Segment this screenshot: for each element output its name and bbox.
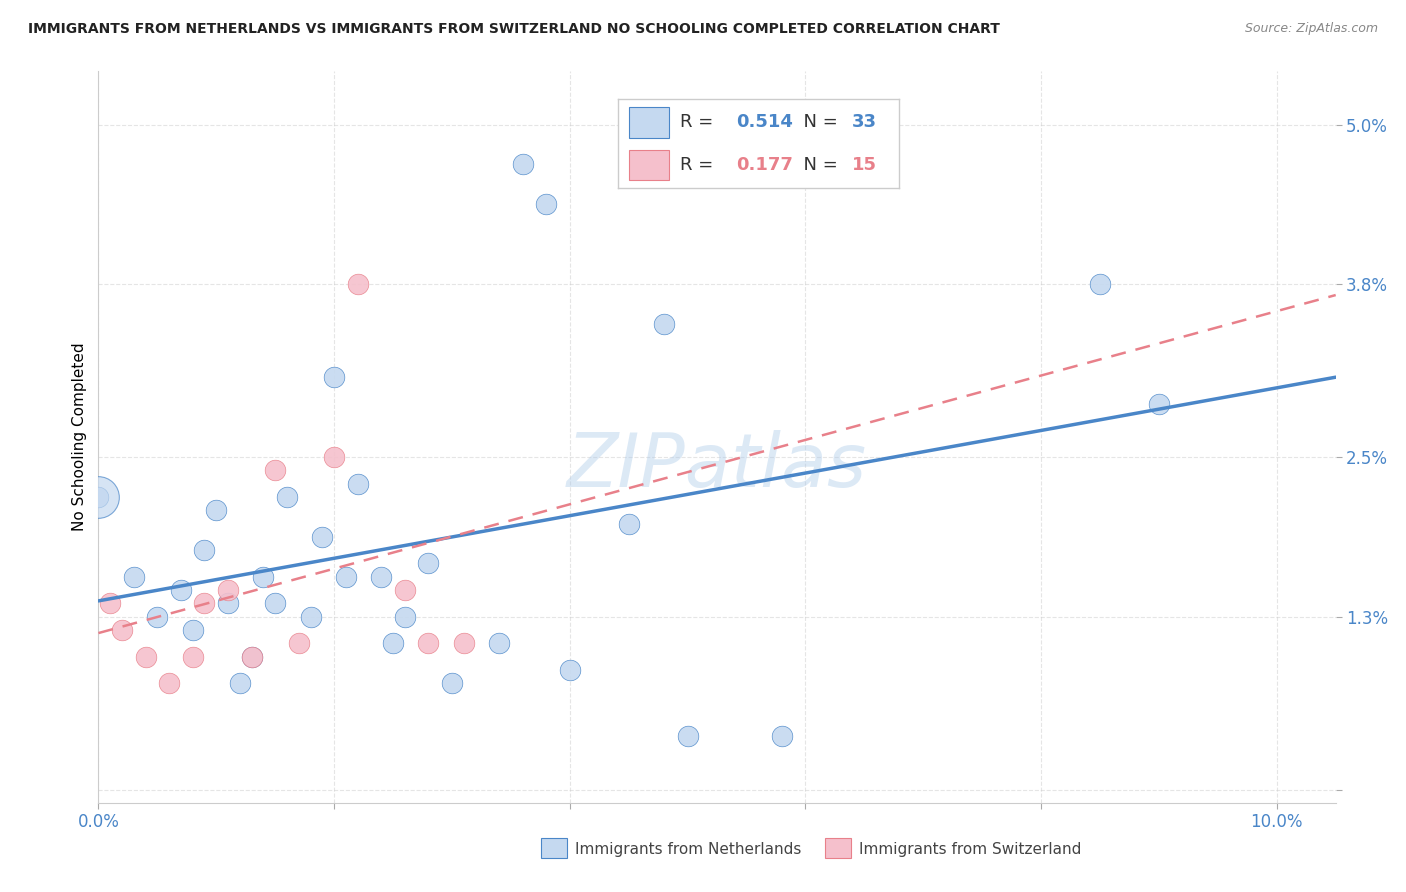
Point bbox=[323, 370, 346, 384]
Point bbox=[193, 543, 215, 558]
Point bbox=[418, 557, 440, 571]
Point bbox=[370, 570, 392, 584]
Point bbox=[323, 450, 346, 464]
Point bbox=[418, 636, 440, 650]
Point bbox=[193, 596, 215, 610]
FancyBboxPatch shape bbox=[825, 838, 851, 858]
Point bbox=[652, 317, 675, 331]
Point bbox=[122, 570, 145, 584]
Point bbox=[287, 636, 309, 650]
FancyBboxPatch shape bbox=[630, 150, 669, 180]
Point bbox=[299, 609, 322, 624]
FancyBboxPatch shape bbox=[630, 107, 669, 137]
Point bbox=[346, 277, 368, 292]
Point bbox=[676, 729, 699, 743]
Text: R =: R = bbox=[681, 156, 718, 174]
Point bbox=[770, 729, 793, 743]
Text: ZIPatlas: ZIPatlas bbox=[567, 430, 868, 502]
Point bbox=[205, 503, 228, 517]
Point bbox=[240, 649, 263, 664]
Point bbox=[512, 157, 534, 171]
Point bbox=[240, 649, 263, 664]
Point bbox=[382, 636, 405, 650]
Point bbox=[1088, 277, 1111, 292]
Point bbox=[181, 649, 204, 664]
Y-axis label: No Schooling Completed: No Schooling Completed bbox=[72, 343, 87, 532]
Point bbox=[146, 609, 169, 624]
Point bbox=[276, 490, 298, 504]
Point bbox=[229, 676, 252, 690]
Point bbox=[488, 636, 510, 650]
Point bbox=[394, 582, 416, 597]
Point bbox=[346, 476, 368, 491]
Point bbox=[534, 197, 557, 211]
Point bbox=[157, 676, 180, 690]
Point bbox=[217, 582, 239, 597]
Point bbox=[394, 609, 416, 624]
Text: N =: N = bbox=[793, 156, 844, 174]
Point bbox=[252, 570, 274, 584]
Point bbox=[111, 623, 134, 637]
Text: R =: R = bbox=[681, 113, 718, 131]
Point bbox=[181, 623, 204, 637]
Point bbox=[440, 676, 463, 690]
Text: N =: N = bbox=[793, 113, 844, 131]
Text: Immigrants from Switzerland: Immigrants from Switzerland bbox=[859, 842, 1081, 856]
Point bbox=[264, 596, 287, 610]
Point bbox=[135, 649, 157, 664]
Text: 0.514: 0.514 bbox=[737, 113, 793, 131]
Point bbox=[1147, 397, 1170, 411]
Point bbox=[335, 570, 357, 584]
Point bbox=[264, 463, 287, 477]
Text: Immigrants from Netherlands: Immigrants from Netherlands bbox=[575, 842, 801, 856]
Point bbox=[87, 490, 110, 504]
Text: 0.177: 0.177 bbox=[737, 156, 793, 174]
Text: IMMIGRANTS FROM NETHERLANDS VS IMMIGRANTS FROM SWITZERLAND NO SCHOOLING COMPLETE: IMMIGRANTS FROM NETHERLANDS VS IMMIGRANT… bbox=[28, 22, 1000, 37]
Point bbox=[217, 596, 239, 610]
Point bbox=[98, 596, 121, 610]
Point bbox=[617, 516, 640, 531]
Point bbox=[170, 582, 193, 597]
Text: 33: 33 bbox=[852, 113, 876, 131]
Point bbox=[87, 490, 110, 504]
Point bbox=[453, 636, 475, 650]
Point bbox=[311, 530, 333, 544]
FancyBboxPatch shape bbox=[541, 838, 567, 858]
Point bbox=[558, 663, 581, 677]
Text: 15: 15 bbox=[852, 156, 876, 174]
Text: Source: ZipAtlas.com: Source: ZipAtlas.com bbox=[1244, 22, 1378, 36]
